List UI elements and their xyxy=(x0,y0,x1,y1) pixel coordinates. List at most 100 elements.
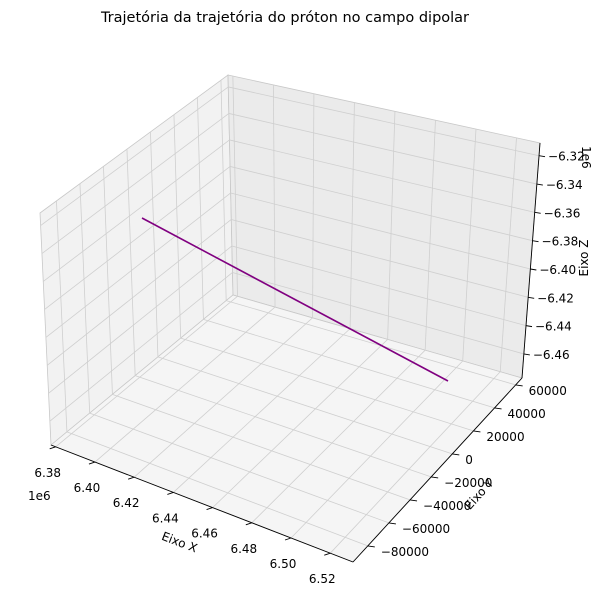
y-gridline-left xyxy=(103,166,113,395)
z-tick-label: −6.38 xyxy=(542,235,579,249)
z-tick-mark xyxy=(534,211,541,214)
x-gridline xyxy=(329,371,501,554)
y-tick-label: 20000 xyxy=(486,430,524,444)
y-tick-mark xyxy=(494,407,502,410)
x-tick-mark xyxy=(49,446,56,450)
axis-lines xyxy=(50,142,541,563)
x-gridline-back xyxy=(387,111,396,340)
y-gridline xyxy=(203,318,495,409)
y-tick-mark xyxy=(431,476,439,479)
y-tick-label: 0 xyxy=(465,453,473,467)
x-gridline-back xyxy=(462,129,477,361)
z-gridline xyxy=(228,86,540,157)
x-tick-label: 6.42 xyxy=(113,496,140,510)
z-tick-mark xyxy=(528,296,535,299)
z-tick-label: −6.40 xyxy=(539,263,576,277)
x-tick-mark xyxy=(284,537,292,541)
y-tick-mark xyxy=(409,499,418,502)
y-tick-label: 40000 xyxy=(508,407,546,421)
z-gridline xyxy=(229,166,533,242)
z-gridline-left xyxy=(48,245,233,394)
y-gridline-left xyxy=(126,149,136,376)
z-gridline-left xyxy=(46,219,232,366)
trajectory-series xyxy=(141,217,449,382)
z-gridline-left xyxy=(45,192,231,338)
y-gridline-left xyxy=(150,131,159,357)
y-gridline-left xyxy=(220,80,227,301)
trajectory-line xyxy=(141,217,449,382)
x-offset-label: 1e6 xyxy=(28,489,51,503)
z-gridline xyxy=(230,192,531,270)
y-tick-label: −60000 xyxy=(402,522,450,536)
x-gridline xyxy=(173,328,351,493)
z-tick-mark xyxy=(532,240,539,243)
chart-title: Trajetória da trajetória do próton no ca… xyxy=(100,10,469,26)
z-ticks: −6.32 −6.34 −6.36 −6.38 −6.40 −6.42 −6.44 −6.46 xyxy=(523,150,585,362)
y-axis-line xyxy=(352,377,523,563)
x-tick-mark xyxy=(88,461,96,465)
z-gridline xyxy=(232,272,524,355)
z-gridline xyxy=(231,219,529,298)
x-tick-label: 6.38 xyxy=(34,466,61,480)
y-gridline-left xyxy=(197,97,204,320)
y-tick-mark xyxy=(367,545,375,548)
z-tick-mark xyxy=(523,353,530,356)
x-axis-line xyxy=(50,444,354,563)
x-tick-mark xyxy=(167,491,174,495)
z-tick-label: −6.34 xyxy=(546,178,583,192)
z-gridline xyxy=(231,245,527,327)
axes-panes xyxy=(39,74,541,563)
z-tick-mark xyxy=(530,268,537,271)
x-gridline-back xyxy=(349,102,355,329)
y-ticks: 60000 40000 20000 0 −20000 −40000 −60000 −80000 xyxy=(367,384,567,559)
z-gridline-left xyxy=(43,139,230,282)
x-gridline xyxy=(290,360,463,539)
z-tick-mark xyxy=(536,183,543,186)
y-gridline-left xyxy=(173,114,182,339)
x-gridline xyxy=(212,339,388,508)
y-gridline xyxy=(89,412,390,524)
z-gridline-left xyxy=(44,166,231,310)
z-tick-label: −6.32 xyxy=(548,150,585,164)
z-tick-mark xyxy=(538,155,546,158)
z-gridline-left xyxy=(41,113,230,254)
y-gridline xyxy=(112,393,411,501)
x-tick-label: 6.44 xyxy=(152,511,179,525)
z-tick-label: −6.36 xyxy=(544,206,581,220)
z-axis-line xyxy=(521,142,541,379)
x-gridline-back xyxy=(232,76,238,297)
x-gridline-back xyxy=(424,120,436,351)
x-tick-mark xyxy=(128,476,135,480)
y-gridline xyxy=(226,300,516,386)
x-ticks: 6.38 6.40 6.42 6.44 6.46 6.48 6.50 6.52 xyxy=(34,446,336,586)
x-tick-mark xyxy=(245,522,252,526)
x-gridline xyxy=(251,349,426,524)
y-gridline xyxy=(180,337,474,432)
z-gridline xyxy=(229,139,535,213)
x-gridline xyxy=(133,317,313,478)
z-gridline xyxy=(228,113,537,185)
y-gridline-left xyxy=(56,200,68,432)
z-tick-mark xyxy=(525,325,533,328)
x-gridline xyxy=(94,306,276,463)
z-gridline-left xyxy=(49,272,233,422)
y-gridline-left xyxy=(79,183,91,414)
y-gridline xyxy=(135,375,432,478)
x-tick-label: 6.50 xyxy=(270,557,297,571)
x-gridline-back xyxy=(272,84,276,308)
y-tick-label: −80000 xyxy=(381,545,429,559)
y-gridline xyxy=(157,356,453,455)
x-tick-label: 6.46 xyxy=(191,527,218,541)
x-tick-label: 6.48 xyxy=(230,542,257,556)
z-axis-label: Eixo Z xyxy=(577,239,591,276)
x-tick-mark xyxy=(324,552,331,556)
y-tick-label: −40000 xyxy=(423,499,471,513)
y-tick-label: 60000 xyxy=(529,384,567,398)
y-tick-mark xyxy=(452,453,460,456)
z-tick-label: −6.44 xyxy=(535,320,572,334)
x-gridline-back xyxy=(312,93,315,318)
z-tick-label: −6.42 xyxy=(537,291,574,305)
x-tick-label: 6.40 xyxy=(74,481,101,495)
z-gridline-left xyxy=(40,86,229,226)
